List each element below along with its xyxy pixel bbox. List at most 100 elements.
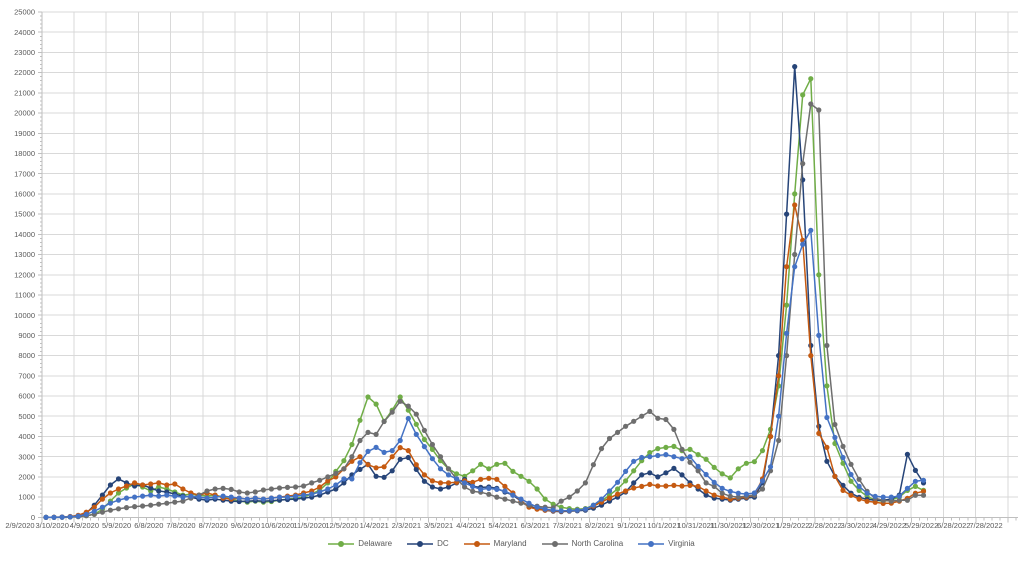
data-point-marker — [832, 421, 838, 428]
y-tick-label: 12000 — [14, 270, 35, 279]
data-point-marker — [252, 495, 258, 501]
data-point-marker — [325, 478, 331, 484]
data-point-marker — [711, 483, 717, 489]
data-point-marker — [341, 466, 347, 472]
data-point-marker — [365, 394, 371, 400]
data-point-marker — [301, 483, 307, 489]
data-point-marker — [91, 508, 97, 514]
data-point-marker — [687, 482, 693, 488]
data-point-marker — [776, 373, 782, 379]
data-point-marker — [639, 483, 645, 489]
data-point-marker — [655, 483, 661, 489]
data-point-marker — [671, 482, 677, 488]
legend-item-virginia[interactable]: Virginia — [638, 539, 695, 548]
y-tick-label: 22000 — [14, 68, 35, 77]
data-point-marker — [864, 498, 870, 504]
data-point-marker — [123, 483, 130, 489]
data-point-marker — [502, 496, 508, 502]
data-point-marker — [655, 415, 661, 421]
data-point-marker — [526, 478, 532, 484]
data-point-marker — [381, 418, 387, 425]
legend-item-dc[interactable]: DC — [407, 539, 449, 548]
series-virginia — [43, 227, 927, 520]
data-point-marker — [598, 446, 605, 452]
data-point-marker — [445, 484, 452, 490]
data-point-marker — [478, 486, 484, 492]
data-point-marker — [123, 505, 130, 511]
x-tick-label: 3/30/2022 — [841, 521, 874, 530]
legend-marker-delaware-icon — [328, 540, 355, 547]
data-point-marker — [445, 472, 452, 478]
data-point-marker — [743, 460, 750, 466]
data-point-marker — [212, 486, 218, 492]
data-point-marker — [888, 498, 894, 504]
data-point-marker — [413, 462, 419, 468]
data-point-marker — [808, 227, 814, 233]
data-point-marker — [397, 398, 403, 404]
data-point-marker — [840, 454, 846, 461]
data-point-marker — [502, 460, 508, 466]
data-point-marker — [848, 461, 854, 467]
data-point-marker — [623, 488, 629, 494]
data-point-marker — [349, 441, 355, 448]
data-point-marker — [912, 483, 919, 489]
data-point-marker — [687, 446, 693, 452]
data-point-marker — [510, 468, 516, 474]
data-point-marker — [43, 514, 49, 520]
x-tick-label: 12/5/2020 — [325, 521, 358, 530]
data-point-marker — [341, 480, 347, 486]
data-point-marker — [920, 488, 927, 494]
data-point-marker — [293, 493, 299, 499]
data-point-marker — [405, 407, 411, 413]
data-point-marker — [687, 454, 693, 460]
data-point-marker — [494, 486, 500, 492]
data-point-marker — [421, 478, 427, 484]
data-point-marker — [639, 472, 645, 478]
data-point-marker — [349, 476, 355, 482]
data-point-marker — [896, 497, 902, 503]
data-point-marker — [357, 466, 363, 472]
y-tick-label: 2000 — [18, 472, 35, 481]
data-point-marker — [429, 478, 435, 484]
data-point-marker — [365, 462, 371, 468]
data-point-marker — [148, 481, 154, 487]
data-point-marker — [107, 500, 113, 506]
data-point-marker — [800, 241, 806, 247]
legend-item-north-carolina[interactable]: North Carolina — [541, 539, 623, 548]
data-point-marker — [59, 514, 65, 520]
legend-item-delaware[interactable]: Delaware — [328, 539, 392, 548]
data-point-marker — [550, 507, 556, 513]
legend-item-maryland[interactable]: Maryland — [463, 539, 527, 548]
legend: Delaware DC Maryland North Carolina Virg… — [0, 539, 1023, 548]
data-point-marker — [429, 441, 435, 448]
data-point-marker — [792, 64, 798, 70]
data-point-marker — [679, 446, 685, 452]
data-point-marker — [832, 473, 838, 479]
series-line-virginia — [45, 229, 925, 519]
y-tick-label: 19000 — [14, 129, 35, 138]
data-point-marker — [574, 507, 580, 513]
series-line-north-carolina — [45, 103, 925, 519]
series-delaware — [43, 76, 927, 520]
data-point-marker — [856, 487, 862, 493]
data-point-marker — [470, 468, 476, 474]
x-tick-label: 9/6/2020 — [231, 521, 260, 530]
data-point-marker — [582, 506, 589, 512]
data-point-marker — [325, 486, 331, 492]
data-point-marker — [357, 454, 363, 460]
data-point-marker — [99, 496, 105, 502]
data-point-marker — [437, 486, 444, 492]
data-point-marker — [671, 426, 677, 432]
data-point-marker — [663, 452, 669, 458]
x-tick-label: 5/29/2022 — [905, 521, 938, 530]
data-point-marker — [220, 485, 226, 491]
data-point-marker — [180, 486, 186, 492]
data-point-marker — [462, 480, 468, 486]
data-point-marker — [816, 272, 822, 278]
data-point-marker — [824, 383, 830, 389]
data-point-marker — [816, 107, 822, 113]
data-point-marker — [156, 488, 162, 494]
x-tick-label: 5/4/2021 — [488, 521, 517, 530]
data-point-marker — [164, 482, 170, 488]
data-point-marker — [566, 494, 572, 500]
